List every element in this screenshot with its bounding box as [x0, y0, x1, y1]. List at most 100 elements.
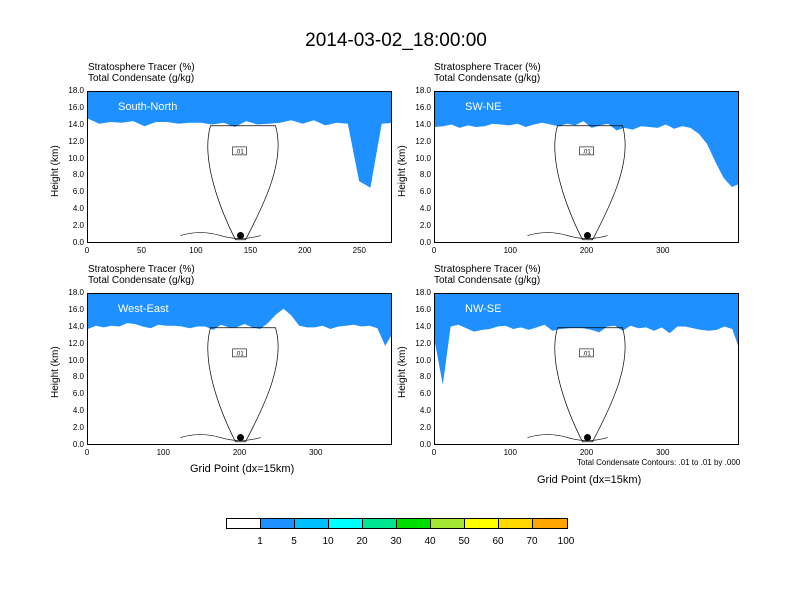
x-tick-label: 300 [309, 448, 323, 457]
y-tick-label: 0.0 [72, 238, 84, 247]
x-tick-label: 100 [503, 448, 517, 457]
colorbar-swatch [465, 519, 499, 528]
y-tick-label: 18.0 [415, 288, 431, 297]
y-tick-label: 18.0 [415, 86, 431, 95]
panel-plot-sw-ne: .01 SW-NE [434, 91, 739, 243]
panel-line2: Total Condensate (g/kg) [434, 73, 541, 84]
condensate-contour [207, 125, 279, 241]
y-tick-label: 16.0 [68, 102, 84, 112]
y-tick-label: 14.0 [415, 321, 431, 331]
tracer-band [88, 92, 391, 188]
region-label: SW-NE [465, 101, 502, 113]
y-tick-label: 4.0 [419, 204, 431, 214]
x-tick-label: 300 [656, 448, 670, 457]
panel-line1: Stratosphere Tracer (%) [88, 264, 195, 275]
x-tick-label: 50 [137, 246, 146, 255]
colorbar-swatch [499, 519, 533, 528]
y-tick-label: 2.0 [419, 221, 431, 231]
x-axis-label: Grid Point (dx=15km) [537, 474, 642, 486]
x-tick-label: 150 [243, 246, 258, 255]
condensate-contour [527, 434, 608, 441]
y-tick-label: 6.0 [419, 389, 431, 399]
panel-title-west-east: Stratosphere Tracer (%) Total Condensate… [88, 264, 195, 286]
x-tick-label: 0 [84, 246, 90, 255]
y-tick-label: 0.0 [419, 238, 431, 247]
y-tick-label: 0.0 [72, 440, 84, 449]
panel-line2: Total Condensate (g/kg) [88, 73, 195, 84]
panel-title-sw-ne: Stratosphere Tracer (%) Total Condensate… [434, 62, 541, 84]
panel-title-nw-se: Stratosphere Tracer (%) Total Condensate… [434, 264, 541, 286]
y-tick-label: 10.0 [415, 355, 431, 365]
colorbar-label: 60 [492, 536, 504, 547]
condensate-contour [180, 232, 261, 239]
colorbar-label: 10 [322, 536, 334, 547]
y-tick-label: 2.0 [72, 221, 84, 231]
location-marker [584, 434, 591, 442]
colorbar-label: 30 [390, 536, 402, 547]
y-tick-label: 16.0 [415, 304, 431, 314]
x-tick-label: 300 [656, 246, 670, 255]
colorbar-swatch [227, 519, 261, 528]
region-label: West-East [118, 303, 169, 315]
y-tick-label: 16.0 [415, 102, 431, 112]
y-tick-label: 8.0 [72, 372, 84, 382]
y-tick-label: 12.0 [68, 136, 84, 146]
panel-plot-nw-se: .01 NW-SE [434, 293, 739, 445]
condensate-contour [554, 327, 626, 443]
main-title: 2014-03-02_18:00:00 [305, 30, 487, 51]
colorbar-swatch [329, 519, 363, 528]
contour-label: .01 [579, 146, 594, 155]
y-tick-label: 12.0 [415, 338, 431, 348]
y-tick-label: 8.0 [72, 170, 84, 180]
y-tick-label: 18.0 [68, 86, 84, 95]
x-tick-label: 100 [156, 448, 170, 457]
condensate-contour [180, 434, 261, 441]
condensate-contour [527, 232, 608, 239]
panel-line1: Stratosphere Tracer (%) [88, 62, 195, 73]
x-tick-label: 200 [579, 246, 594, 255]
panel-line2: Total Condensate (g/kg) [434, 275, 541, 286]
colorbar-label: 50 [458, 536, 470, 547]
colorbar-swatch [261, 519, 295, 528]
colorbar-swatch [363, 519, 397, 528]
colorbar-swatch [295, 519, 329, 528]
y-tick-label: 14.0 [415, 119, 431, 129]
location-marker [584, 232, 591, 240]
colorbar-swatch [431, 519, 465, 528]
colorbar-swatch [533, 519, 567, 528]
x-tick-label: 100 [189, 246, 203, 255]
panel-line1: Stratosphere Tracer (%) [434, 264, 541, 275]
tracer-field: .01 [88, 92, 391, 241]
colorbar-label: 5 [291, 536, 297, 547]
region-label: South-North [118, 101, 178, 113]
x-tick-label: 200 [232, 448, 247, 457]
location-marker [237, 232, 244, 240]
tracer-field: .01 [88, 294, 391, 443]
y-tick-label: 4.0 [72, 406, 84, 416]
x-tick-label: 0 [84, 448, 90, 457]
panel-plot-south-north: .01 South-North [87, 91, 392, 243]
y-tick-label: 8.0 [419, 372, 431, 382]
y-tick-label: 10.0 [68, 153, 84, 163]
panel-plot-west-east: .01 West-East [87, 293, 392, 445]
y-tick-label: 14.0 [68, 321, 84, 331]
y-tick-label: 2.0 [419, 423, 431, 433]
tracer-band [435, 92, 738, 187]
panel-title-south-north: Stratosphere Tracer (%) Total Condensate… [88, 62, 195, 84]
location-marker [237, 434, 244, 442]
y-tick-label: 8.0 [419, 170, 431, 180]
svg-text:.01: .01 [582, 351, 591, 357]
x-tick-label: 0 [431, 246, 437, 255]
condensate-contour [554, 125, 626, 241]
svg-text:.01: .01 [235, 351, 244, 357]
tracer-band [435, 294, 738, 385]
y-tick-label: 16.0 [68, 304, 84, 314]
y-tick-label: 6.0 [419, 187, 431, 197]
x-tick-label: 100 [503, 246, 517, 255]
y-tick-label: 10.0 [415, 153, 431, 163]
region-label: NW-SE [465, 303, 502, 315]
x-axis-label: Grid Point (dx=15km) [190, 463, 295, 475]
colorbar-label: 1 [257, 536, 263, 547]
x-tick-label: 0 [431, 448, 437, 457]
y-tick-label: 12.0 [68, 338, 84, 348]
